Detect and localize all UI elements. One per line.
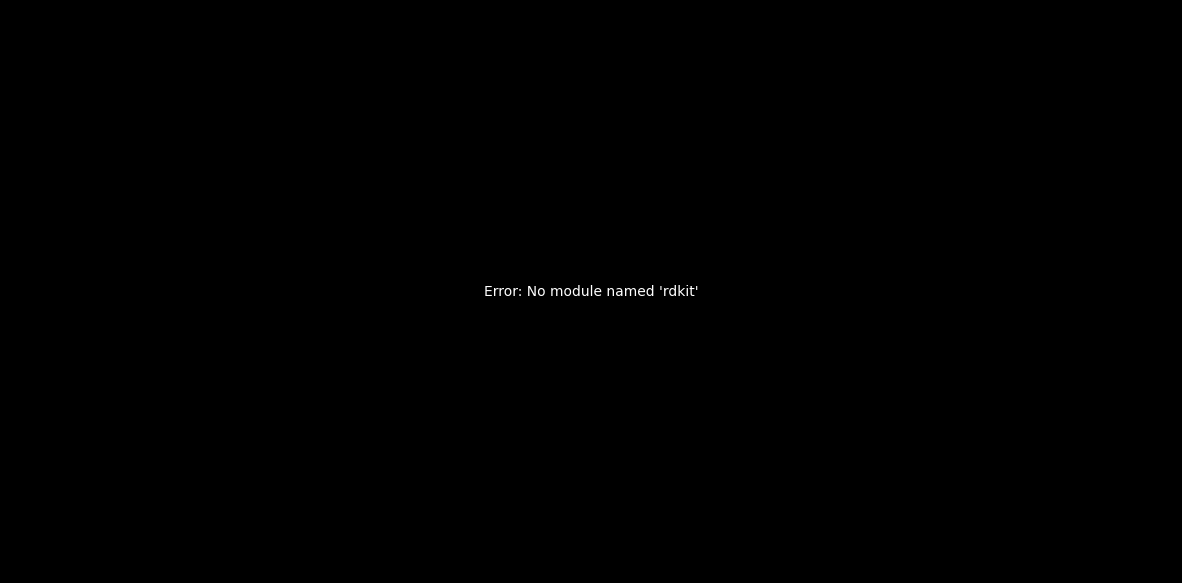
Text: Error: No module named 'rdkit': Error: No module named 'rdkit' [483, 285, 699, 299]
